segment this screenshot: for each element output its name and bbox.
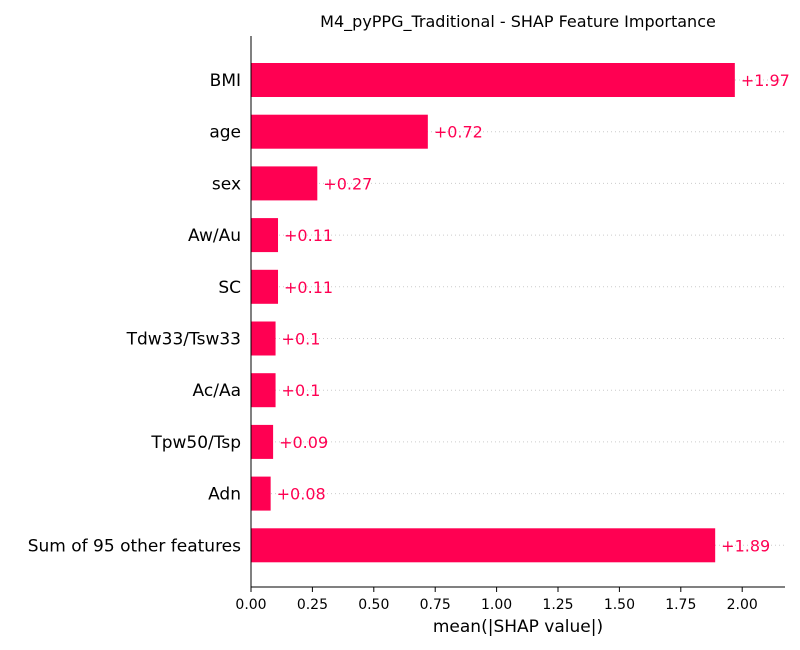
y-tick-label: Adn: [208, 485, 241, 505]
y-tick-label: BMI: [210, 71, 241, 91]
bar: [251, 528, 716, 563]
value-label: +1.97: [741, 71, 790, 90]
value-label: +0.11: [284, 226, 333, 245]
y-tick-label: Tdw33/Tsw33: [126, 330, 241, 350]
x-tick-label: 1.25: [542, 597, 573, 613]
y-tick-label: sex: [212, 174, 241, 194]
x-axis-ticks: 0.00 0.25 0.50 0.75 1.00 1.25 1.50 1.75 2.00: [235, 587, 758, 613]
bar: [251, 321, 276, 356]
chart-title: M4_pyPPG_Traditional - SHAP Feature Impo…: [320, 12, 716, 32]
grid-lines: [251, 79, 785, 546]
value-label: +0.1: [282, 381, 321, 400]
y-tick-label: Aw/Au: [188, 226, 241, 246]
x-tick-label: 1.00: [481, 597, 512, 613]
bar: [251, 373, 276, 408]
x-axis-label: mean(|SHAP value|): [433, 617, 603, 637]
bar: [251, 269, 279, 304]
value-label: +1.89: [721, 536, 770, 555]
value-label: +0.09: [279, 433, 328, 452]
bar: [251, 218, 279, 253]
y-tick-label: Sum of 95 other features: [28, 536, 241, 556]
x-tick-label: 0.50: [358, 597, 389, 613]
y-tick-label: SC: [218, 278, 241, 298]
x-tick-label: 0.75: [420, 597, 451, 613]
bars: [251, 63, 735, 563]
bar: [251, 114, 428, 149]
y-tick-labels: BMI age sex Aw/Au SC Tdw33/Tsw33 Ac/Aa Tpw50/Ts…: [28, 71, 241, 556]
x-tick-label: 0.00: [235, 597, 266, 613]
y-tick-label: Ac/Aa: [193, 381, 241, 401]
x-tick-label: 1.50: [604, 597, 635, 613]
bar: [251, 424, 274, 459]
y-tick-label: age: [209, 123, 241, 143]
value-label: +0.11: [284, 278, 333, 297]
value-labels: +1.97 +0.72 +0.27 +0.11 +0.11 +0.1 +0.1 +0.09 +0…: [277, 71, 790, 555]
bar: [251, 166, 318, 201]
y-tick-label: Tpw50/Tsp: [150, 433, 241, 453]
x-tick-label: 0.25: [297, 597, 328, 613]
x-tick-label: 1.75: [665, 597, 696, 613]
value-label: +0.1: [282, 330, 321, 349]
value-label: +0.27: [323, 174, 372, 193]
bar: [251, 476, 271, 511]
value-label: +0.08: [277, 485, 326, 504]
x-tick-label: 2.00: [727, 597, 758, 613]
bar: [251, 63, 735, 97]
value-label: +0.72: [434, 123, 483, 142]
